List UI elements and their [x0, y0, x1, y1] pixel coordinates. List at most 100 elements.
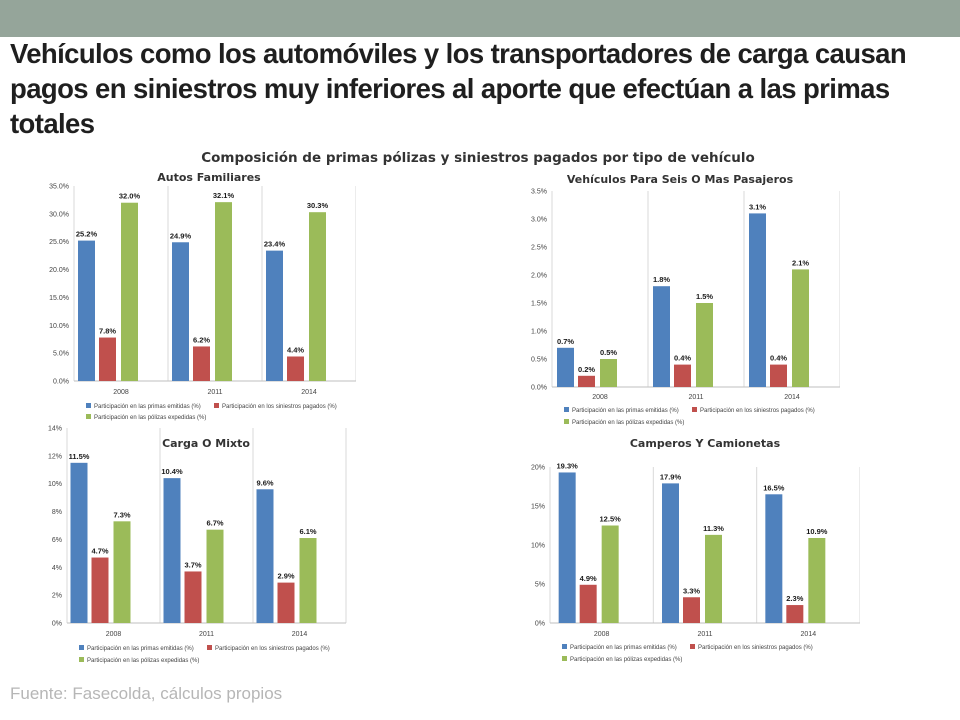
y-tick-label: 8%	[52, 509, 62, 516]
chart-carga-o-mixto: 0% 2% 4% 6% 8% 10% 12% 14% Carga O Mixto 2008 11.5…	[36, 420, 356, 670]
legend-swatch-polizas	[564, 419, 569, 424]
data-label: 17.9%	[660, 472, 682, 481]
bar-siniestros-2011	[184, 571, 202, 623]
data-label: 3.7%	[184, 560, 201, 569]
legend-swatch-primas	[86, 403, 91, 408]
bar-polizas-2011	[206, 529, 224, 623]
legend-label-siniestros: Participación en los siniestros pagados …	[222, 404, 337, 410]
legend-label-siniestros: Participación en los siniestros pagados …	[215, 646, 330, 652]
data-label: 2.1%	[792, 258, 809, 267]
x-tick-label: 2014	[784, 394, 800, 401]
bar-siniestros-2008	[99, 337, 116, 381]
y-tick-label: 1.5%	[531, 301, 547, 308]
y-tick-label: 10%	[48, 481, 62, 488]
bar-polizas-2008	[121, 202, 138, 381]
legend-swatch-siniestros	[207, 645, 212, 650]
data-label: 4.4%	[287, 345, 304, 354]
y-tick-label: 3.5%	[531, 189, 547, 196]
y-tick-label: 5.0%	[53, 351, 69, 358]
legend-swatch-siniestros	[214, 403, 219, 408]
top-bar	[0, 0, 960, 37]
data-label: 10.9%	[806, 527, 828, 536]
data-label: 0.5%	[600, 348, 617, 357]
bar-primas-2014	[749, 213, 766, 387]
bar-siniestros-2014	[770, 364, 787, 387]
legend-label-primas: Participación en las primas emitidas (%)	[570, 645, 677, 651]
data-label: 4.7%	[91, 547, 108, 556]
chart-camperos-camionetas: 0% 5% 10% 15% 20% Camperos Y Camionetas 2008 19…	[520, 430, 860, 670]
chart-title: Camperos Y Camionetas	[630, 437, 781, 450]
data-label: 1.8%	[653, 275, 670, 284]
y-tick-label: 10%	[531, 543, 545, 550]
bar-siniestros-2011	[674, 364, 691, 387]
x-tick-label: 2011	[697, 631, 712, 638]
legend-label-polizas: Participación en las pólizas expedidas (…	[570, 657, 682, 663]
y-tick-label: 2.0%	[531, 273, 547, 280]
bar-siniestros-2014	[786, 605, 804, 623]
legend-label-primas: Participación en las primas emitidas (%)	[94, 404, 201, 410]
y-tick-label: 0.5%	[531, 357, 547, 364]
legend-label-polizas: Participación en las pólizas expedidas (…	[572, 420, 684, 426]
bar-primas-2008	[70, 462, 88, 623]
data-label: 6.2%	[193, 335, 210, 344]
bar-siniestros-2011	[683, 597, 700, 623]
y-tick-label: 0.0%	[531, 385, 547, 392]
bar-polizas-2008	[601, 525, 619, 623]
legend-swatch-siniestros	[690, 644, 695, 649]
bar-primas-2014	[266, 250, 283, 381]
bar-polizas-2014	[309, 212, 326, 381]
data-label: 30.3%	[307, 201, 329, 210]
data-label: 32.1%	[213, 191, 235, 200]
legend-swatch-primas	[564, 407, 569, 412]
bar-primas-2011	[653, 286, 670, 387]
bar-primas-2011	[662, 483, 679, 623]
x-tick-label: 2014	[292, 631, 308, 638]
data-label: 0.2%	[578, 365, 595, 374]
data-label: 19.3%	[557, 461, 579, 470]
data-label: 12.5%	[600, 515, 622, 524]
x-tick-label: 2014	[801, 631, 817, 638]
legend-label-siniestros: Participación en los siniestros pagados …	[700, 408, 815, 414]
bar-primas-2011	[163, 478, 181, 623]
data-label: 16.5%	[763, 483, 785, 492]
y-tick-label: 2%	[52, 593, 62, 600]
legend-swatch-polizas	[86, 414, 91, 419]
y-tick-label: 25.0%	[49, 239, 69, 246]
y-tick-label: 0%	[52, 621, 62, 628]
y-tick-label: 20%	[531, 465, 545, 472]
bar-polizas-2014	[299, 538, 317, 623]
bar-polizas-2011	[696, 303, 713, 387]
y-tick-label: 2.5%	[531, 245, 547, 252]
data-label: 7.8%	[99, 327, 116, 336]
chart-autos-familiares: 0.0% 5.0% 10.0% 15.0% 20.0% 25.0% 30.0% 35.0% Au…	[36, 168, 356, 425]
bar-primas-2014	[765, 494, 783, 623]
chart-vehiculos-seis-pasajeros: 0.0% 0.5% 1.0% 1.5% 2.0% 2.5% 3.0% 3.5% Vehículo…	[520, 168, 840, 428]
legend-label-primas: Participación en las primas emitidas (%)	[87, 646, 194, 652]
chart-title: Carga O Mixto	[162, 437, 250, 450]
data-label: 0.7%	[557, 337, 574, 346]
data-label: 2.9%	[277, 572, 294, 581]
charts-subtitle: Composición de primas pólizas y siniestr…	[201, 150, 755, 166]
y-tick-label: 3.0%	[531, 217, 547, 224]
y-tick-label: 10.0%	[49, 323, 69, 330]
x-tick-label: 2011	[207, 389, 222, 396]
bar-siniestros-2011	[193, 346, 210, 381]
chart-title: Vehículos Para Seis O Mas Pasajeros	[567, 173, 794, 186]
data-label: 11.5%	[69, 452, 90, 461]
y-tick-label: 30.0%	[49, 211, 69, 218]
bar-siniestros-2008	[578, 375, 595, 387]
legend-swatch-polizas	[562, 656, 567, 661]
data-label: 10.4%	[161, 467, 183, 476]
x-tick-label: 2008	[594, 631, 610, 638]
bar-polizas-2014	[792, 269, 809, 387]
legend-swatch-polizas	[79, 657, 84, 662]
legend-swatch-siniestros	[692, 407, 697, 412]
legend-swatch-primas	[562, 644, 567, 649]
y-tick-label: 20.0%	[49, 267, 69, 274]
source-note: Fuente: Fasecolda, cálculos propios	[10, 684, 283, 703]
bar-siniestros-2014	[287, 356, 304, 381]
x-tick-label: 2008	[592, 394, 608, 401]
bar-primas-2011	[172, 242, 189, 381]
x-tick-label: 2011	[688, 394, 703, 401]
data-label: 6.7%	[206, 519, 223, 528]
